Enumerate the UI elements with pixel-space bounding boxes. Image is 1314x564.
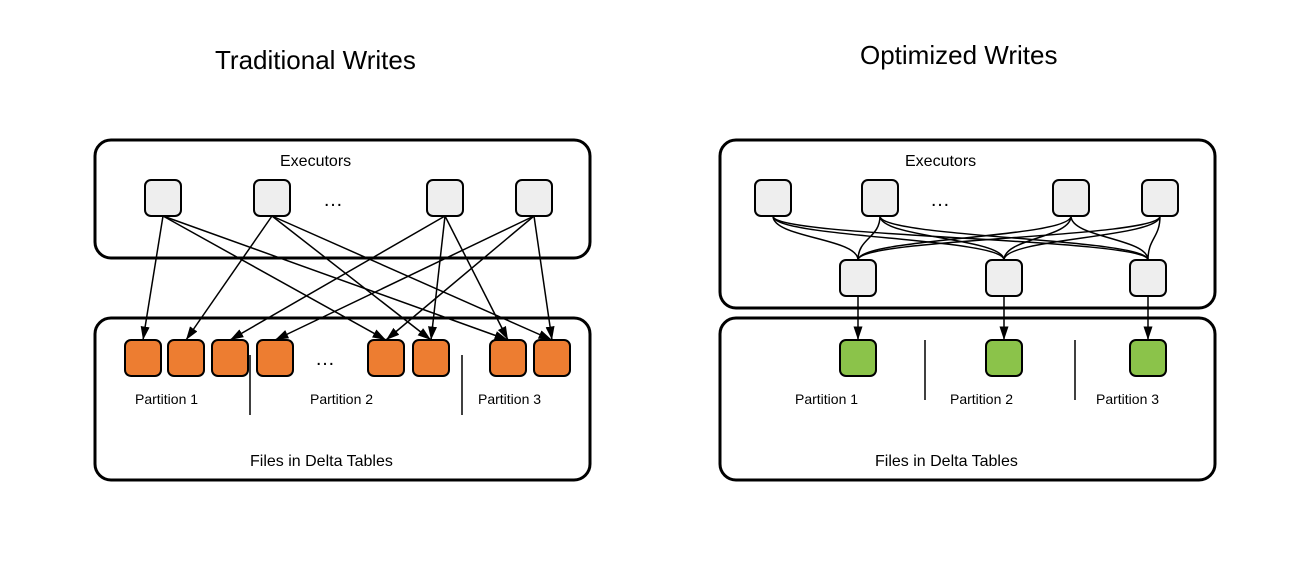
svg-text:…: … <box>323 189 343 211</box>
svg-text:Executors: Executors <box>905 153 976 170</box>
svg-text:Partition 3: Partition 3 <box>1096 391 1159 407</box>
svg-text:…: … <box>315 348 335 370</box>
svg-text:Partition 3: Partition 3 <box>478 391 541 407</box>
svg-text:…: … <box>930 189 950 211</box>
svg-text:Files in Delta Tables: Files in Delta Tables <box>875 453 1018 470</box>
svg-text:Partition 2: Partition 2 <box>310 391 373 407</box>
svg-text:Files in Delta Tables: Files in Delta Tables <box>250 453 393 470</box>
diagram-svg: Executors … … Partition 1 Partition 2 Partiti… <box>0 0 1314 564</box>
svg-text:Partition 2: Partition 2 <box>950 391 1013 407</box>
svg-text:Executors: Executors <box>280 153 351 170</box>
svg-text:Partition 1: Partition 1 <box>135 391 198 407</box>
svg-text:Partition 1: Partition 1 <box>795 391 858 407</box>
